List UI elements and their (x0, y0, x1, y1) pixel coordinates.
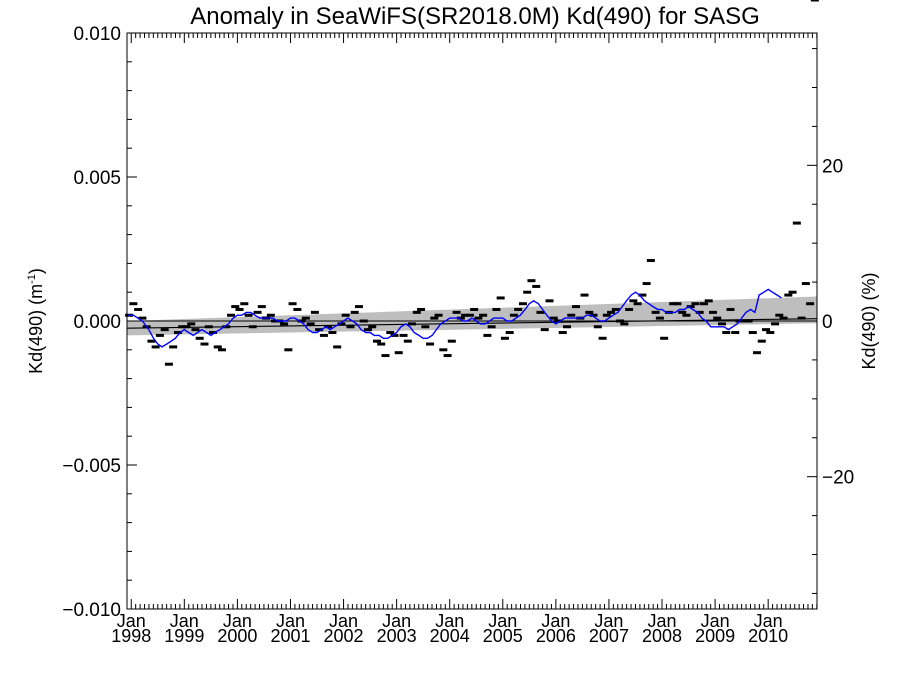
x-tick-year-label: 2000 (217, 626, 257, 646)
x-tick-year-label: 2005 (483, 626, 523, 646)
monthly-markers (125, 0, 819, 366)
y-axis-label: Kd(490) (m-1) (26, 268, 46, 374)
running-mean-line (127, 288, 782, 348)
trend-line-layer (126, 318, 818, 329)
x-tick-year-label: 1999 (164, 626, 204, 646)
y-tick-label: −0.010 (62, 600, 121, 621)
x-tick-month-label: Jan (541, 611, 570, 631)
trend-line (126, 318, 818, 329)
x-tick-month-label: Jan (276, 611, 305, 631)
x-tick-month-label: Jan (488, 611, 517, 631)
y-tick-label: 0.005 (73, 168, 121, 189)
x-tick-year-label: 2006 (536, 626, 576, 646)
x-tick-year-label: 1998 (111, 626, 151, 646)
x-tick-month-label: Jan (117, 611, 146, 631)
x-tick-month-label: Jan (435, 611, 464, 631)
y2-tick-label: 0 (822, 312, 833, 333)
x-tick-year-label: 2003 (377, 626, 417, 646)
x-tick-month-label: Jan (223, 611, 252, 631)
x-tick-month-label: Jan (382, 611, 411, 631)
chart-title: Anomaly in SeaWiFS(SR2018.0M) Kd(490) fo… (190, 3, 760, 30)
x-tick-year-label: 2009 (695, 626, 735, 646)
running-mean-layer (127, 288, 782, 348)
y2-tick-label: 20 (822, 156, 843, 177)
y-axis-label-superscript: -1 (26, 274, 38, 284)
x-tick-year-label: 2007 (589, 626, 629, 646)
x-tick-year-label: 2002 (324, 626, 364, 646)
y2-axis-label: Kd(490) (%) (859, 272, 879, 369)
y2-tick-label: −20 (822, 468, 854, 489)
y-tick-label: −0.005 (62, 456, 121, 477)
y-axis-label-close: ) (26, 268, 46, 274)
y-axis-label-text: Kd(490) (m (26, 284, 46, 374)
x-tick-month-label: Jan (170, 611, 199, 631)
y-tick-label: 0.000 (73, 312, 121, 333)
x-tick-month-label: Jan (329, 611, 358, 631)
x-tick-month-label: Jan (594, 611, 623, 631)
x-tick-year-label: 2001 (270, 626, 310, 646)
x-tick-month-label: Jan (754, 611, 783, 631)
x-tick-month-label: Jan (701, 611, 730, 631)
axes: 0.0100.0050.000−0.005−0.010200−20Jan1998… (62, 24, 854, 646)
x-tick-month-label: Jan (647, 611, 676, 631)
x-tick-year-label: 2008 (642, 626, 682, 646)
x-tick-year-label: 2010 (748, 626, 788, 646)
x-tick-year-label: 2004 (430, 626, 470, 646)
y-tick-label: 0.010 (73, 24, 121, 45)
